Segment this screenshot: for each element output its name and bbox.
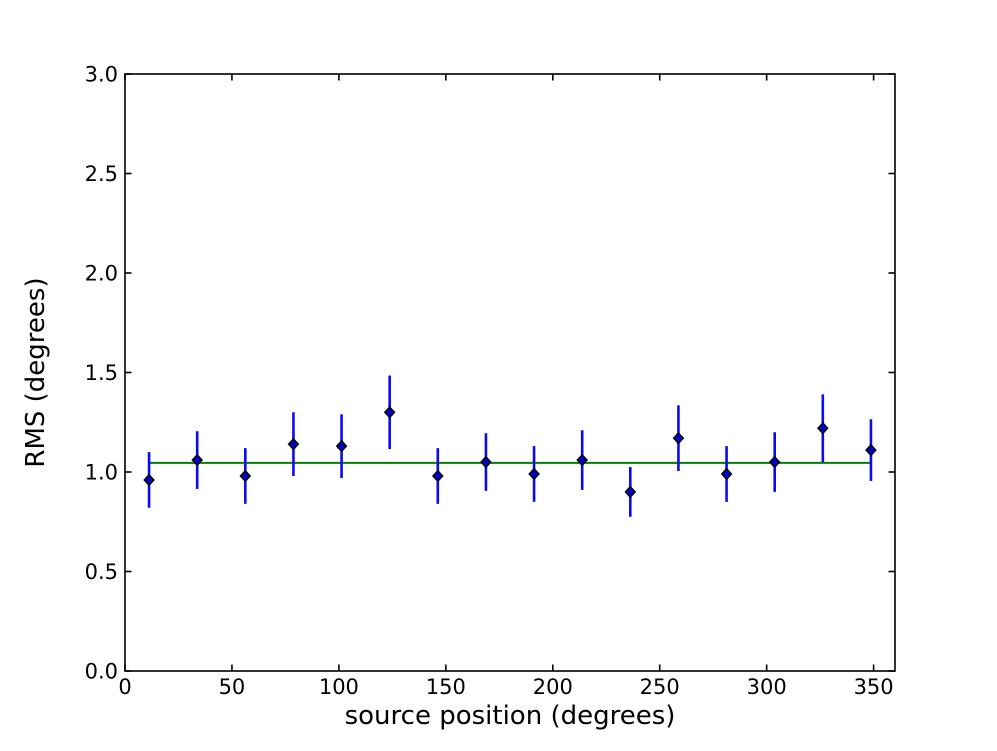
x-tick-label: 250 xyxy=(640,675,680,699)
data-point-marker xyxy=(143,473,155,487)
data-point-marker xyxy=(383,405,396,419)
data-point-marker xyxy=(335,439,348,453)
plot-area xyxy=(143,375,877,517)
y-axis-label: RMS (degrees) xyxy=(21,277,51,467)
x-tick-label: 350 xyxy=(854,675,894,699)
data-point-marker xyxy=(672,431,685,445)
y-tick-label: 3.0 xyxy=(85,63,118,87)
rms-vs-source-position-markers xyxy=(143,405,877,499)
x-tick-label: 0 xyxy=(118,675,131,699)
x-tick-label: 150 xyxy=(426,675,466,699)
data-point-marker xyxy=(720,467,733,481)
data-point-marker xyxy=(865,443,877,457)
y-tick-label: 2.0 xyxy=(85,262,118,286)
data-point-marker xyxy=(816,421,829,435)
x-tick-label: 200 xyxy=(533,675,573,699)
x-tick-label: 100 xyxy=(319,675,359,699)
data-point-marker xyxy=(624,485,637,499)
data-point-marker xyxy=(431,469,444,483)
x-tick-label: 50 xyxy=(219,675,246,699)
data-point-marker xyxy=(528,467,540,481)
y-tick-label: 1.5 xyxy=(85,361,118,385)
x-tick-label: 300 xyxy=(747,675,787,699)
y-tick-label: 0.0 xyxy=(85,660,118,684)
y-tick-label: 0.5 xyxy=(85,560,118,584)
data-point-marker xyxy=(576,453,589,467)
data-point-marker xyxy=(239,469,252,483)
y-tick-label: 1.0 xyxy=(85,461,118,485)
y-tick-label: 2.5 xyxy=(85,162,118,186)
data-point-marker xyxy=(480,455,492,469)
data-point-marker xyxy=(287,437,300,451)
data-point-marker xyxy=(768,455,781,469)
axes: 0 50 100 150 200 250 300 350 0.0 0.5 1.0 1.5 2.0 2.5 3… xyxy=(85,63,896,699)
x-axis-label: source position (degrees) xyxy=(345,701,676,731)
data-point-marker xyxy=(191,453,204,467)
